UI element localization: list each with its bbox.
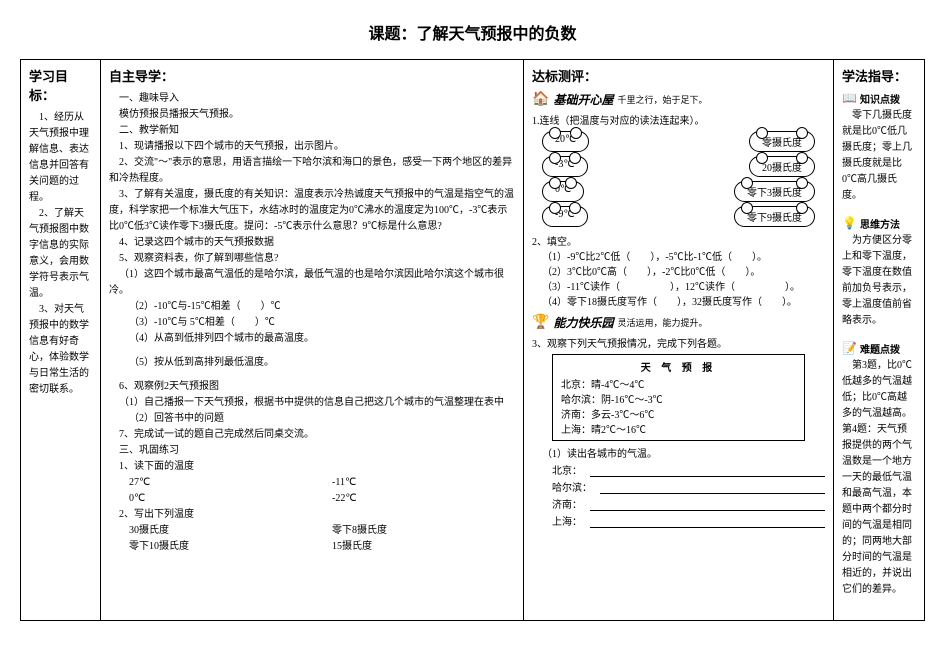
guide-label: 思维方法 [860,216,900,231]
q3-title: 3、观察下列天气预报情况，完成下列各题。 [532,335,825,350]
banner-sub: 千里之行，始于足下。 [617,93,707,106]
cloud-reading: 零摄氏度 [749,131,815,152]
bulb-icon: 💡 [842,216,857,231]
q3-sub: （1）读出各城市的气温。 [532,445,825,460]
temp-write: 15摄氏度 [332,539,515,555]
trophy-icon: 🏆 [532,314,549,331]
guide-label: 知识点拨 [860,91,900,106]
study-line: （1）这四个城市最高气温低的是哈尔滨，最低气温的也是哈尔滨因此哈尔滨这个城市很冷… [109,267,515,299]
city-label: 哈尔滨： [552,479,592,494]
forecast-line: 济南：多云-3℃～6℃ [561,406,796,421]
temp-read: 27℃ [129,475,312,491]
temp-read: 0℃ [129,491,312,507]
cloud-reading: 20摄氏度 [749,156,815,177]
q2-item: （2）3℃比0℃高（ ），-2℃比0℃低（ ）。 [532,263,825,278]
col-guide: 学法指导： 📖 知识点拨 零下几摄氏度就是比0℃低几摄氏度；零上几摄氏度就是比0… [834,60,924,620]
temp-write: 零下10摄氏度 [129,539,312,555]
objectives-header: 学习目标： [29,66,92,104]
forecast-line: 北京：晴-4℃～4℃ [561,376,796,391]
study-s2-title: 二、教学新知 [109,123,515,139]
cloud-temp: 0℃ [542,181,584,202]
study-line: 1、现请播报以下四个城市的天气预报，出示图片。 [109,139,515,155]
study-line: （3）-10℃与 5℃相差（ ）℃ [109,315,515,331]
study-line: 3、了解有关温度，摄氏度的有关知识：温度表示冷热诚度天气预报中的气温是指空气的温… [109,187,515,235]
col-assess: 达标测评： 🏠 基础开心屋 千里之行，始于足下。 1.连线（把温度与对应的读法连… [524,60,834,620]
guide-label: 难题点拨 [860,341,900,356]
cloud-temp: -3℃ [542,156,588,177]
page-title: 课题：了解天气预报中的负数 [20,20,925,44]
banner-ability: 🏆 能力快乐园 灵活运用，能力提升。 [532,314,825,331]
banner-basics: 🏠 基础开心屋 千里之行，始于足下。 [532,91,825,108]
q2-item: （1）-9℃比2℃低（ ），-5℃比-1℃低（ ）。 [532,248,825,263]
guide-text: 零下几摄氏度就是比0℃低几摄氏度；零上几摄氏度就是比0℃高几摄氏度。 [842,108,916,204]
guide-header: 学法指导： [842,66,916,85]
objective-item: 1、经历从天气预报中理解信息、表达信息并回答有关问题的过程。 [29,110,92,206]
guide-block: 📝 难题点拨 第3题，比0℃低越多的气温越低；比0℃高越多的气温越高。第4题：天… [842,341,916,598]
forecast-title: 天 气 预 报 [561,359,796,374]
q2-title: 2、填空。 [532,233,825,248]
cloud-temp: 20℃ [542,131,589,152]
temp-write: 零下8摄氏度 [332,523,515,539]
col-study: 自主导学： 一、趣味导入 模仿预报员播报天气预报。 二、教学新知 1、现请播报以… [101,60,524,620]
guide-block: 💡 思维方法 为方便区分零上和零下温度，零下温度在数值前加负号表示，零上温度值前… [842,216,916,329]
city-label: 北京： [552,462,582,477]
note-icon: 📝 [842,341,857,356]
cloud-reading: 零下9摄氏度 [734,206,815,227]
book-icon: 📖 [842,91,857,106]
study-line: 5、观察资料表，你了解到哪些信息? [109,251,515,267]
study-line: 7、完成试一试的题自己完成然后同桌交流。 [109,427,515,443]
q2-item: （3）-11℃读作（ ），12℃读作（ ）。 [532,278,825,293]
cloud-reading: 零下3摄氏度 [734,181,815,202]
guide-text: 为方便区分零上和零下温度，零下温度在数值前加负号表示，零上温度值前省略表示。 [842,233,916,329]
study-line: 三、巩固练习 [109,443,515,459]
study-line: （5）按从低到高排列最低温度。 [109,355,515,371]
temp-read: -22℃ [332,491,515,507]
cloud-temp: -9℃ [542,206,588,227]
forecast-line: 上海：晴2℃～16℃ [561,421,796,436]
study-line: 1、读下面的温度 [109,459,515,475]
blank-line [590,462,825,477]
study-line: 2、交流"～"表示的意思，用语言描绘一下哈尔滨和海口的景色，感受一下两个地区的差… [109,155,515,187]
objective-item: 3、对天气预报中的数学信息有好奇心，体验数学与日常生活的密切联系。 [29,302,92,398]
temp-write: 30摄氏度 [129,523,312,539]
city-label: 上海： [552,513,582,528]
city-label: 济南： [552,496,582,511]
forecast-box: 天 气 预 报 北京：晴-4℃～4℃ 哈尔滨：阴-16℃～-3℃ 济南：多云-3… [552,354,805,441]
objective-item: 2、了解天气预报图中数字信息的实际意义，会用数学符号表示气温。 [29,206,92,302]
study-line: （1）自己播报一下天气预报，根据书中提供的信息自己把这几个城市的气温整理在表中 [109,395,515,411]
q1-title: 1.连线（把温度与对应的读法连起来）。 [532,112,825,127]
study-header: 自主导学： [109,66,515,85]
study-line: （4）从高到低排列四个城市的最高温度。 [109,331,515,347]
temp-read: -11℃ [332,475,515,491]
study-line: （2）-10℃与-15℃相差（ ）℃ [109,299,515,315]
assess-header: 达标测评： [532,66,825,85]
blank-line [590,496,825,511]
study-line: （2）回答书中的问题 [109,411,515,427]
study-line: 6、观察例2天气预报图 [109,379,515,395]
banner-title: 基础开心屋 [553,91,613,108]
blank-line [590,513,825,528]
blank-line [600,479,825,494]
house-icon: 🏠 [532,91,549,108]
banner-title: 能力快乐园 [553,314,613,331]
col-objectives: 学习目标： 1、经历从天气预报中理解信息、表达信息并回答有关问题的过程。 2、了… [21,60,101,620]
banner-sub: 灵活运用，能力提升。 [617,316,707,329]
study-line: 2、写出下列温度 [109,507,515,523]
guide-block: 📖 知识点拨 零下几摄氏度就是比0℃低几摄氏度；零上几摄氏度就是比0℃高几摄氏度… [842,91,916,204]
q2-item: （4）零下18摄氏度写作（ ），32摄氏度写作（ ）。 [532,293,825,308]
main-layout: 学习目标： 1、经历从天气预报中理解信息、表达信息并回答有关问题的过程。 2、了… [20,59,925,621]
guide-text: 第3题，比0℃低越多的气温越低；比0℃高越多的气温越高。第4题：天气预报提供的两… [842,358,916,598]
forecast-line: 哈尔滨：阴-16℃～-3℃ [561,391,796,406]
study-line: 4、记录这四个城市的天气预报数据 [109,235,515,251]
study-s1-title: 一、趣味导入 [109,91,515,107]
study-line: 模仿预报员播报天气预报。 [109,107,515,123]
